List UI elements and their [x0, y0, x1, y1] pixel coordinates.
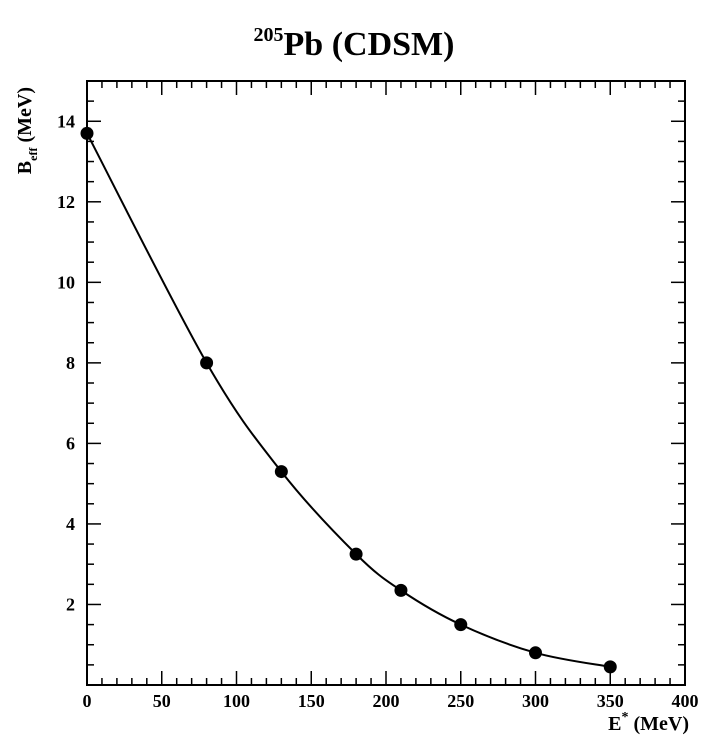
x-label-superscript: * [621, 710, 628, 725]
y-tick-label: 14 [57, 111, 75, 131]
data-point [200, 356, 214, 370]
y-tick-label: 12 [57, 192, 75, 212]
chart-title: 205Pb (CDSM) [254, 24, 455, 63]
y-tick-label: 10 [57, 272, 75, 292]
x-tick-label: 400 [672, 691, 699, 711]
x-label-unit: (MeV) [628, 713, 689, 735]
y-tick-labels: 2 4 6 8 10 12 14 [57, 111, 75, 614]
title-element: Pb [284, 26, 324, 63]
x-label-symbol: E [608, 713, 621, 735]
data-series [80, 126, 617, 674]
y-axis-label: Beff (MeV) [14, 87, 40, 174]
y-label-symbol: B [14, 161, 36, 174]
title-model: (CDSM) [323, 26, 454, 63]
title-isotope-mass: 205 [254, 24, 284, 46]
data-point [454, 618, 468, 632]
y-label-subscript: eff [26, 147, 40, 161]
x-tick-label: 200 [373, 691, 400, 711]
data-point [529, 646, 542, 660]
data-point [274, 465, 288, 479]
x-tick-label: 150 [298, 691, 325, 711]
x-tick-label: 300 [522, 691, 549, 711]
y-tick-label: 8 [66, 353, 75, 373]
data-point [80, 126, 94, 140]
axis-ticks [86, 80, 686, 686]
x-tick-label: 250 [447, 691, 474, 711]
x-axis-label: E* (MeV) [608, 710, 689, 735]
x-tick-labels: 0 50 100 150 200 250 300 350 400 [83, 691, 699, 711]
x-tick-label: 100 [223, 691, 250, 711]
y-tick-label: 2 [66, 594, 75, 614]
data-point [603, 660, 617, 674]
series-line [86, 132, 611, 668]
y-tick-label: 4 [66, 514, 75, 534]
y-tick-label: 6 [66, 433, 75, 453]
y-label-unit: (MeV) [14, 87, 36, 148]
x-tick-label: 50 [153, 691, 171, 711]
x-tick-label: 0 [83, 691, 92, 711]
data-point [394, 583, 408, 597]
data-point [349, 547, 363, 561]
x-tick-label: 350 [597, 691, 624, 711]
plot-frame [86, 80, 686, 686]
